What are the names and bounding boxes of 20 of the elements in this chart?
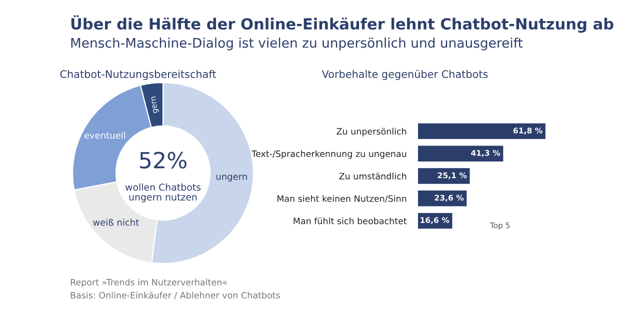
- y-tick-label: Zu unpersönlich: [336, 128, 406, 136]
- slice-label: eventuell: [84, 132, 126, 139]
- bar: [418, 190, 467, 206]
- text: Basis: Online-Einkäufer / Ablehner von Chatbots: [70, 292, 280, 300]
- chart-title: Vorbehalte gegenüber Chatbots: [322, 70, 488, 80]
- chart-title: Chatbot-Nutzungsbereitschaft: [60, 70, 216, 80]
- slice-label: weiß nicht: [93, 218, 139, 226]
- text: Mensch-Maschine-Dialog ist vielen zu unpersönlich und unausgereift: [71, 38, 523, 50]
- y-tick-label: Zu umständlich: [339, 172, 406, 180]
- text: 52%: [140, 152, 186, 169]
- text: Über die Hälfte der Online-Einkäufer lehnt Chatbot-Nutzung ab: [71, 15, 614, 33]
- y-tick-label: Text-/Spracherkennung zu ungenau: [252, 150, 406, 159]
- bar: [418, 168, 470, 184]
- text: Report »Trends im Nutzerverhalten«: [70, 278, 227, 288]
- slice-label: ungern: [216, 174, 247, 182]
- y-tick-label: Man fühlt sich beobachtet: [294, 217, 407, 224]
- bar: [418, 123, 546, 140]
- bar: [418, 146, 504, 162]
- y-tick-label: Man sieht keinen Nutzen/Sinn: [277, 195, 406, 203]
- text: wollen Chatbots ungern nutzen: [125, 183, 201, 202]
